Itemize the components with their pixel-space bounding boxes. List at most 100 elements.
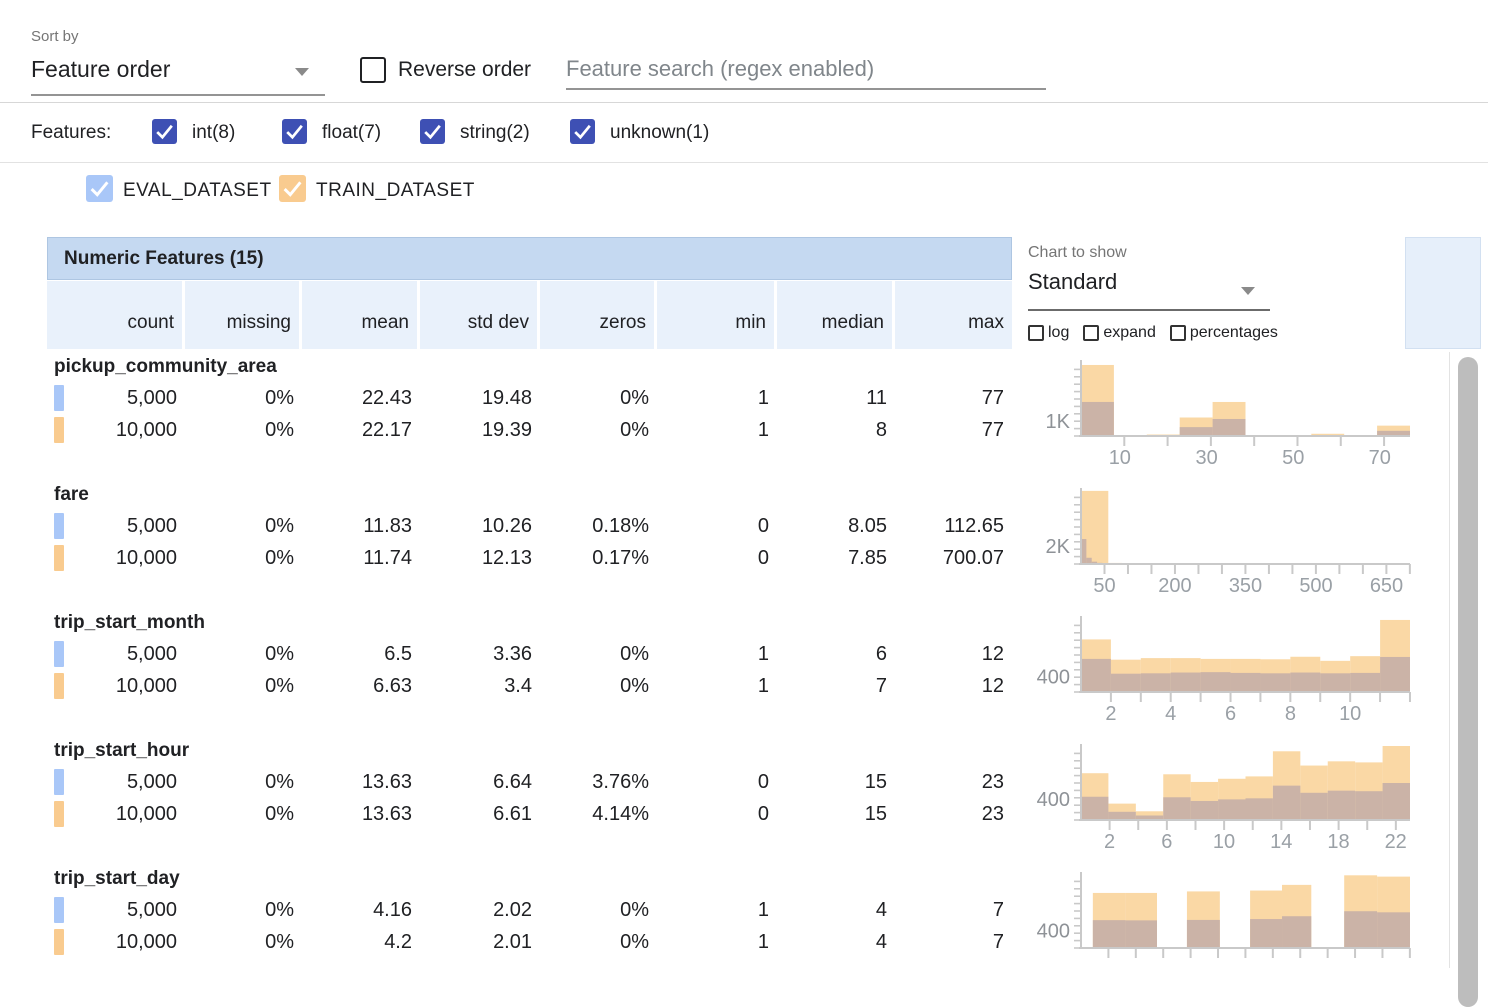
cell-max: 23 (895, 798, 1012, 830)
filter-checkbox-float[interactable] (282, 119, 307, 144)
cell-max: 7 (895, 894, 1012, 926)
train-dataset-marker (54, 801, 64, 827)
checkmark-icon (420, 119, 445, 144)
column-header-median: median (777, 281, 895, 349)
reverse-order-checkbox[interactable] (360, 57, 386, 83)
filter-checkbox-int[interactable] (152, 119, 177, 144)
cell-mean: 4.2 (302, 926, 420, 958)
chart-option-label: expand (1103, 324, 1156, 342)
cell-max: 112.65 (895, 510, 1012, 542)
stats-row-eval: 5,0000%11.8310.260.18%08.05112.65 (47, 510, 1012, 542)
cell-std-dev: 2.02 (420, 894, 540, 926)
filter-label: unknown(1) (610, 122, 709, 144)
cell-std-dev: 10.26 (420, 510, 540, 542)
cell-median: 15 (777, 798, 895, 830)
histogram-fare: 2K50200350500650 (1020, 480, 1416, 608)
cell-mean: 4.16 (302, 894, 420, 926)
cell-mean: 6.5 (302, 638, 420, 670)
cell-std-dev: 19.39 (420, 414, 540, 446)
cell-zeros: 0% (540, 926, 657, 958)
cell-std-dev: 12.13 (420, 542, 540, 574)
cell-zeros: 0% (540, 638, 657, 670)
cell-median: 11 (777, 382, 895, 414)
x-tick-label: 10 (1109, 447, 1131, 469)
chart-option-label: log (1048, 324, 1069, 342)
y-axis-label: 400 (1037, 921, 1070, 943)
cell-median: 15 (777, 766, 895, 798)
feature-row-trip_start_day: trip_start_day5,0000%4.162.020%14710,000… (47, 864, 1012, 992)
cell-zeros: 4.14% (540, 798, 657, 830)
column-header-max: max (895, 281, 1012, 349)
stats-row-eval: 5,0000%22.4319.480%11177 (47, 382, 1012, 414)
chart-option-checkboxes: logexpandpercentages (1028, 324, 1292, 342)
train-dataset-marker (54, 673, 64, 699)
column-header-count: count (47, 281, 185, 349)
dataset-checkbox-eval_dataset[interactable] (86, 175, 113, 202)
checkmark-icon (570, 119, 595, 144)
feature-table-body: pickup_community_area5,0000%22.4319.480%… (47, 352, 1012, 992)
x-tick-label: 6 (1161, 831, 1172, 853)
cell-min: 1 (657, 670, 777, 702)
cell-std-dev: 6.64 (420, 766, 540, 798)
filter-label: int(8) (192, 122, 235, 144)
header-corner-block (1405, 237, 1481, 349)
y-axis-label: 400 (1037, 789, 1070, 811)
cell-count: 5,000 (47, 766, 185, 798)
cell-std-dev: 3.36 (420, 638, 540, 670)
train-dataset-marker (54, 929, 64, 955)
cell-zeros: 0% (540, 670, 657, 702)
train-dataset-marker (54, 417, 64, 443)
cell-std-dev: 3.4 (420, 670, 540, 702)
feature-search-input[interactable] (566, 56, 1044, 82)
cell-count: 5,000 (47, 638, 185, 670)
sort-by-label: Sort by (31, 28, 79, 45)
x-tick-label: 14 (1270, 831, 1292, 853)
cell-max: 7 (895, 926, 1012, 958)
cell-mean: 11.83 (302, 510, 420, 542)
filter-checkbox-string[interactable] (420, 119, 445, 144)
x-tick-label: 200 (1158, 575, 1191, 597)
numeric-features-title: Numeric Features (15) (48, 248, 264, 270)
vertical-scrollbar-thumb[interactable] (1458, 357, 1478, 1007)
stats-row-train: 10,0000%13.636.614.14%01523 (47, 798, 1012, 830)
filter-checkbox-unknown[interactable] (570, 119, 595, 144)
cell-zeros: 3.76% (540, 766, 657, 798)
eval-dataset-marker (54, 897, 64, 923)
x-tick-label: 30 (1196, 447, 1218, 469)
histogram-pickup_community_area: 1K 10 30 50 70 (1020, 352, 1416, 480)
cell-mean: 6.63 (302, 670, 420, 702)
cell-median: 7 (777, 670, 895, 702)
dataset-checkbox-train_dataset[interactable] (279, 175, 306, 202)
stats-row-train: 10,0000%4.22.010%147 (47, 926, 1012, 958)
x-tick-label: 70 (1369, 447, 1391, 469)
checkmark-icon (86, 175, 113, 202)
sort-by-select[interactable]: Feature order (31, 56, 325, 83)
cell-median: 8 (777, 414, 895, 446)
cell-median: 6 (777, 638, 895, 670)
cell-missing: 0% (185, 766, 302, 798)
eval-dataset-marker (54, 769, 64, 795)
cell-missing: 0% (185, 926, 302, 958)
chart-option-checkbox-log[interactable] (1028, 325, 1044, 341)
cell-mean: 22.43 (302, 382, 420, 414)
column-header-std-dev: std dev (420, 281, 540, 349)
chart-option-checkbox-percentages[interactable] (1170, 325, 1186, 341)
y-axis-label: 1K (1046, 411, 1071, 433)
divider (0, 102, 1488, 103)
column-header-mean: mean (302, 281, 420, 349)
x-tick-label: 2 (1104, 831, 1115, 853)
x-tick-label: 50 (1282, 447, 1304, 469)
chart-type-select[interactable]: Standard (1028, 269, 1408, 295)
eval-dataset-marker (54, 641, 64, 667)
x-tick-label: 8 (1285, 703, 1296, 725)
train-dataset-marker (54, 545, 64, 571)
cell-missing: 0% (185, 798, 302, 830)
column-header-min: min (657, 281, 777, 349)
x-tick-label: 10 (1213, 831, 1235, 853)
column-header-missing: missing (185, 281, 302, 349)
cell-zeros: 0% (540, 414, 657, 446)
chart-select-underline (1028, 309, 1270, 311)
cell-median: 4 (777, 894, 895, 926)
cell-missing: 0% (185, 894, 302, 926)
chart-option-checkbox-expand[interactable] (1083, 325, 1099, 341)
